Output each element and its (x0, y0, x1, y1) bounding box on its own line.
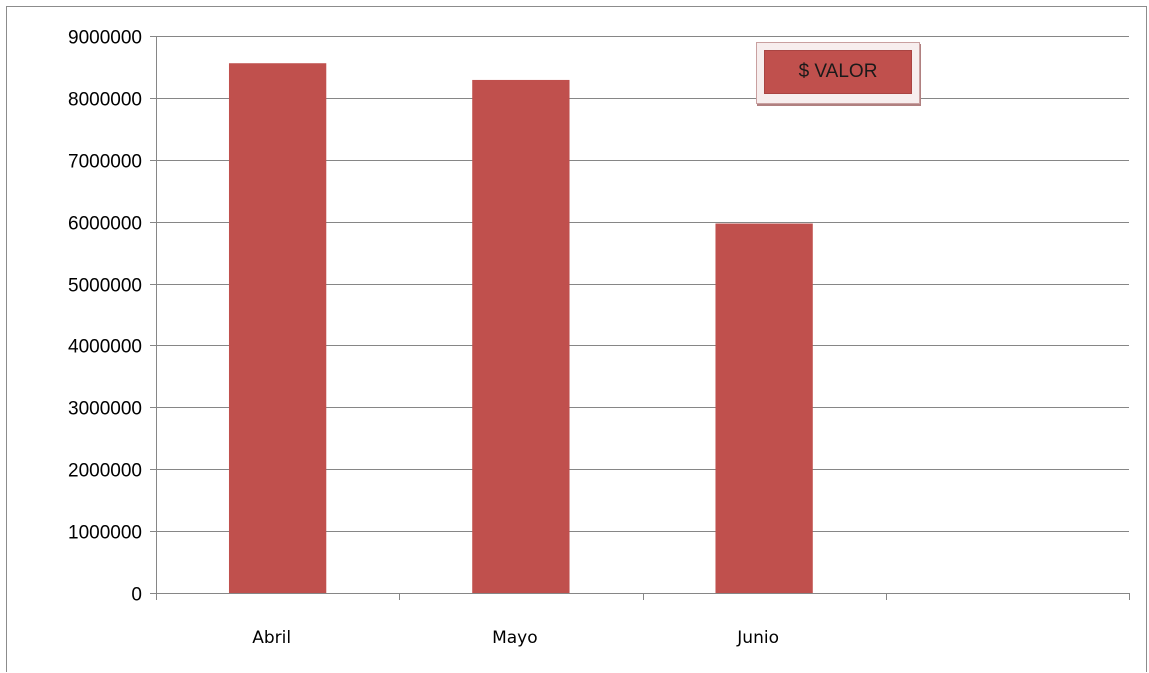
y-tick-label: 4000000 (68, 337, 142, 358)
bars (228, 63, 813, 594)
y-tick-label: 6000000 (68, 214, 142, 235)
y-tick-label: 3000000 (68, 399, 142, 420)
y-tick-label: 2000000 (68, 461, 142, 482)
x-category-label: Junio (736, 628, 779, 648)
y-tick-label: 1000000 (68, 523, 142, 544)
legend-label: $ VALOR (798, 61, 878, 82)
y-tick-label: 8000000 (68, 90, 142, 111)
y-tick-label: 7000000 (68, 152, 142, 173)
x-category-label: Mayo (492, 628, 538, 648)
bar-mayo (472, 79, 570, 594)
bar-abril (228, 63, 327, 594)
x-axis-category-labels: Abril Mayo Junio (252, 628, 779, 648)
legend: $ VALOR (756, 42, 920, 104)
bar-junio (715, 223, 813, 594)
axes (150, 36, 1130, 600)
y-tick-label: 0 (131, 585, 142, 606)
y-axis-tick-labels: 0 1000000 2000000 3000000 4000000 5000000 6000… (68, 28, 142, 606)
x-category-label: Abril (252, 628, 291, 648)
y-tick-label: 5000000 (68, 276, 142, 297)
legend-swatch: $ VALOR (764, 50, 912, 94)
chart-frame (6, 6, 1147, 672)
y-tick-label: 9000000 (68, 28, 142, 49)
